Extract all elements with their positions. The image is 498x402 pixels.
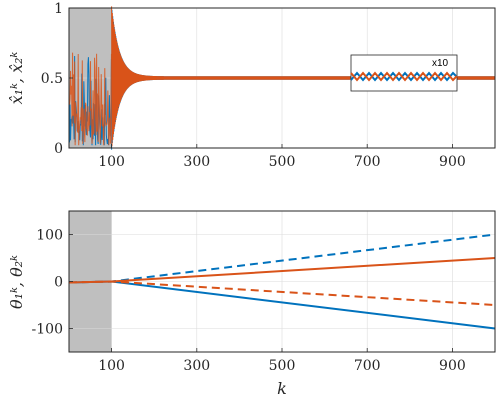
bottom-series (68, 233, 496, 330)
inset-blue-zigzag (350, 71, 458, 82)
x-tick-label: 100 (98, 154, 125, 170)
x-tick-label: 100 (98, 358, 125, 374)
y-tick-label: 0.5 (41, 71, 63, 87)
bottom-y-axis-label: θ₁ᵏ, θ₂ᵏ (7, 255, 26, 309)
y-tick-label: -100 (32, 322, 63, 338)
x-tick-label: 700 (354, 154, 381, 170)
inset-scale-label: x10 (432, 58, 449, 69)
inset-orange-zigzag (350, 71, 458, 82)
top-tick-labels: 100 300 500 700 900 0 0.5 1 (41, 1, 466, 170)
bottom-tick-labels: 100 300 500 700 900 -100 0 100 (32, 228, 466, 375)
x-tick-label: 900 (439, 358, 466, 374)
x-tick-label: 300 (183, 358, 210, 374)
bottom-x-axis-label: k (277, 379, 287, 398)
x-tick-label: 900 (439, 154, 466, 170)
x-tick-label: 500 (269, 154, 296, 170)
top-inset: x10 (350, 54, 458, 92)
warmup-trace (68, 52, 112, 146)
top-axes: x10 100 300 500 700 900 0 0.5 1 x̂₁ᵏ, x̂₂ᵏ (7, 1, 496, 170)
bottom-grid (69, 211, 495, 352)
x-tick-label: 700 (354, 358, 381, 374)
y-tick-label: 1 (54, 1, 63, 17)
y-tick-label: 100 (36, 228, 63, 244)
theta-dashed-line (68, 280, 496, 306)
x-tick-label: 500 (269, 358, 296, 374)
x-tick-label: 300 (183, 154, 210, 170)
y-tick-label: 0 (54, 275, 63, 291)
bottom-axes: 100 300 500 700 900 -100 0 100 θ₁ᵏ, θ₂ᵏ k (7, 210, 496, 398)
y-tick-label: 0 (54, 141, 63, 157)
top-y-axis-label: x̂₁ᵏ, x̂₂ᵏ (7, 51, 26, 104)
